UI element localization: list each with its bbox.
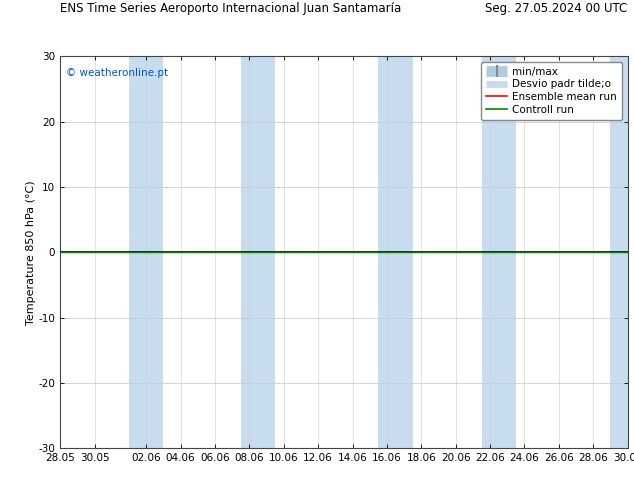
- Text: © weatheronline.pt: © weatheronline.pt: [66, 68, 168, 78]
- Bar: [241, 56, 275, 448]
- Text: Seg. 27.05.2024 00 UTC: Seg. 27.05.2024 00 UTC: [486, 2, 628, 16]
- Bar: [129, 56, 164, 448]
- Bar: [378, 56, 413, 448]
- Bar: [481, 56, 516, 448]
- Y-axis label: Temperature 850 hPa (°C): Temperature 850 hPa (°C): [26, 180, 36, 325]
- Text: ENS Time Series Aeroporto Internacional Juan Santamaría: ENS Time Series Aeroporto Internacional …: [60, 2, 401, 16]
- Bar: [611, 56, 628, 448]
- Legend: min/max, Desvio padr tilde;o, Ensemble mean run, Controll run: min/max, Desvio padr tilde;o, Ensemble m…: [481, 62, 623, 120]
